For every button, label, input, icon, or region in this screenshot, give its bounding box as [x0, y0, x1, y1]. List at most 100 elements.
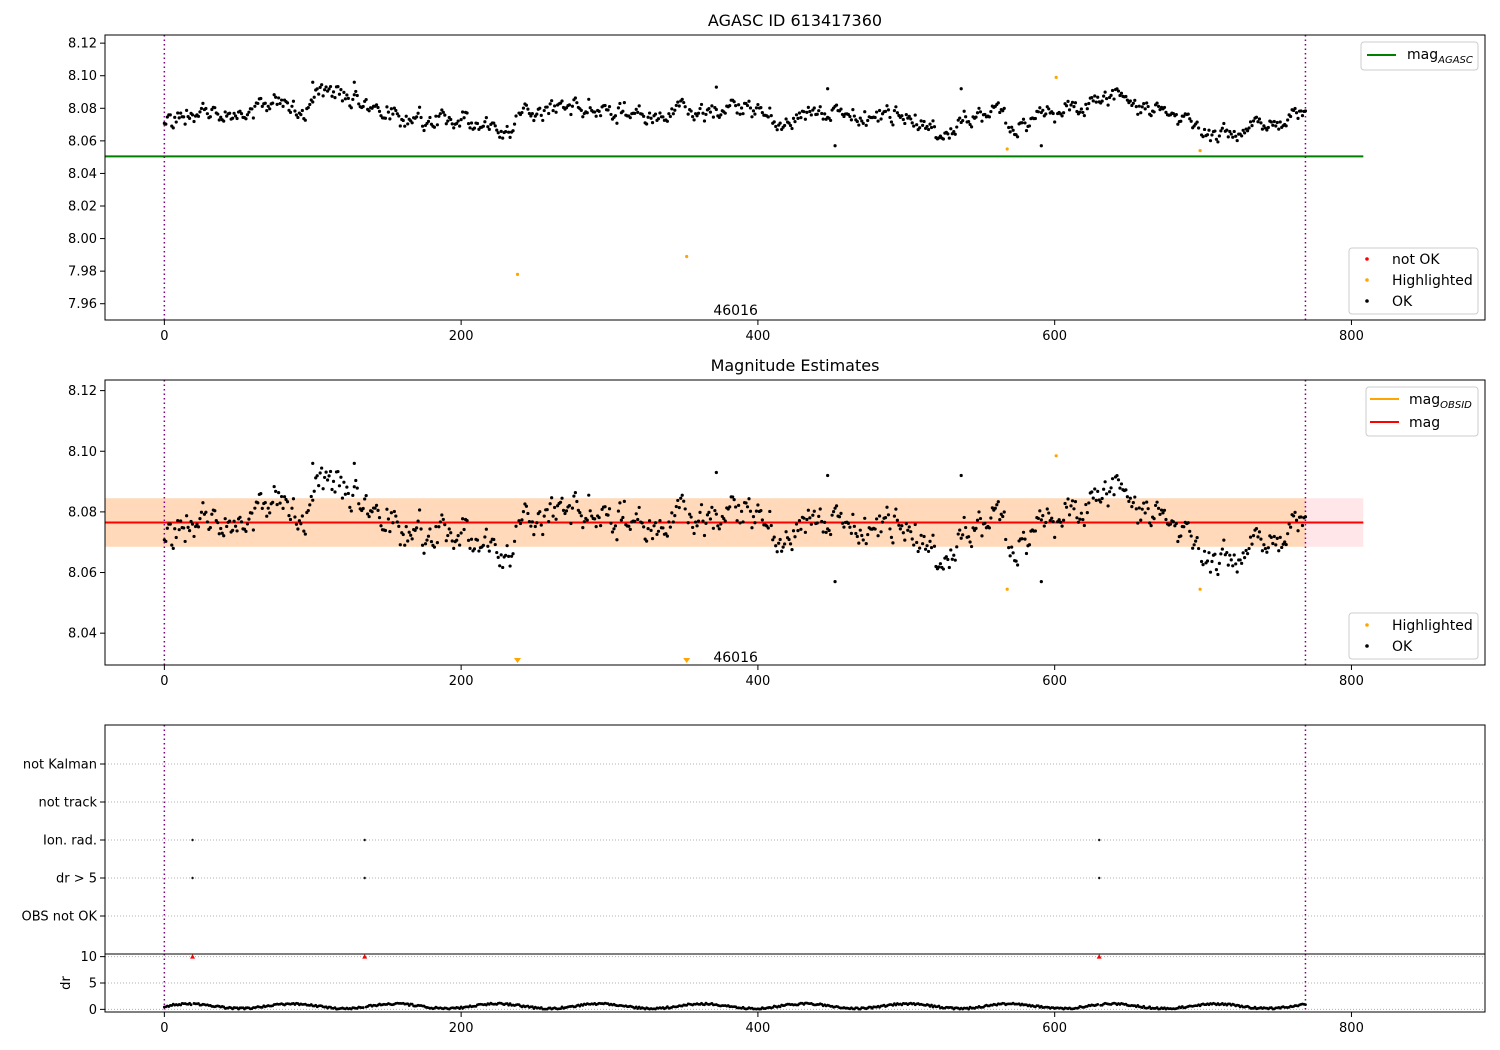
ok-point: [300, 108, 304, 113]
ok-point: [1229, 132, 1233, 136]
ok-point: [1010, 545, 1014, 549]
ok-point: [1162, 105, 1167, 110]
ok-point: [941, 137, 945, 141]
ok-point: [518, 521, 523, 526]
ok-point: [330, 94, 334, 98]
ok-point: [1213, 129, 1217, 133]
ok-point: [477, 549, 481, 553]
ok-point: [628, 116, 632, 120]
ok-point: [450, 539, 454, 543]
ok-point: [873, 527, 877, 531]
ok-point: [1112, 97, 1116, 101]
ok-point: [642, 114, 646, 118]
flag-point: [191, 838, 194, 842]
ok-point: [1011, 128, 1015, 132]
ok-point: [1128, 99, 1132, 103]
ok-point: [781, 545, 785, 549]
ok-point: [1091, 496, 1095, 500]
ok-point: [438, 112, 442, 116]
ok-point: [183, 122, 187, 126]
ok-point: [435, 123, 439, 127]
ok-point: [415, 526, 419, 530]
ok-point: [1050, 516, 1054, 520]
ok-point: [499, 553, 503, 557]
ok-point: [253, 506, 257, 510]
ok-point: [1078, 110, 1082, 114]
ok-point: [349, 509, 353, 513]
ok-point: [1228, 129, 1232, 134]
ok-point: [839, 511, 843, 515]
ok-point: [1164, 110, 1168, 114]
ok-point: [508, 135, 512, 139]
ok-point: [265, 514, 269, 518]
ok-point: [797, 519, 802, 523]
ok-point: [864, 123, 868, 127]
ok-point: [938, 562, 943, 566]
ok-point: [299, 113, 303, 117]
ok-point: [900, 524, 904, 528]
ok-point: [668, 525, 672, 529]
ok-point: [268, 511, 272, 515]
y-tick-label: 8.10: [68, 69, 97, 84]
ok-point: [179, 519, 183, 523]
ok-point: [550, 496, 554, 500]
x-tick-label: 800: [1339, 674, 1364, 689]
ok-point: [376, 508, 380, 512]
ok-point: [926, 127, 931, 132]
ok-point: [539, 523, 543, 527]
ok-point: [186, 525, 190, 529]
ok-point: [1174, 112, 1178, 117]
ok-point: [891, 541, 895, 545]
ok-point: [367, 109, 371, 113]
ok-point: [707, 106, 711, 111]
ok-point: [1191, 546, 1195, 550]
ok-point: [1188, 117, 1192, 121]
ok-point: [228, 519, 232, 523]
ok-point: [517, 519, 521, 523]
dr-point: [967, 1007, 971, 1011]
legend-line-label-main: mag: [1407, 47, 1438, 63]
flag-point: [363, 838, 367, 842]
ok-point: [975, 518, 980, 522]
ok-point: [1085, 511, 1089, 515]
ok-point: [1289, 114, 1293, 119]
ok-point: [806, 508, 810, 512]
ok-point: [713, 508, 717, 513]
ok-point: [374, 103, 379, 107]
flag-point: [191, 876, 194, 880]
ok-point: [858, 528, 862, 532]
ok-point: [1057, 518, 1061, 522]
ok-point: [449, 531, 453, 535]
ok-point: [665, 534, 669, 538]
x-tick-label: 800: [1339, 329, 1364, 344]
ok-point: [1149, 114, 1153, 118]
clipped-marker: [683, 658, 691, 663]
ok-point: [607, 507, 612, 511]
ok-point: [907, 525, 911, 529]
ok-point: [855, 119, 859, 124]
ok-point: [1176, 122, 1180, 126]
ok-point: [710, 505, 714, 509]
ok-point: [223, 110, 227, 114]
ok-point: [815, 112, 819, 116]
ok-point: [1047, 511, 1051, 515]
ok-point: [735, 111, 739, 115]
ok-point: [1243, 131, 1247, 135]
ok-point: [343, 492, 347, 496]
ok-point: [895, 518, 899, 522]
ok-point: [461, 517, 465, 521]
ok-point: [1245, 552, 1250, 556]
ok-point: [857, 541, 861, 545]
ok-point: [647, 111, 652, 115]
ok-point: [509, 554, 514, 558]
ok-point: [187, 529, 192, 533]
ok-point: [932, 125, 937, 129]
ok-point: [253, 104, 257, 108]
flag-category-label: OBS not OK: [22, 910, 98, 925]
ok-point: [486, 544, 490, 548]
ok-point: [484, 115, 488, 120]
ok-point: [328, 84, 333, 89]
ok-point: [698, 510, 702, 514]
x-tick-label: 200: [449, 1021, 474, 1036]
ok-point: [821, 530, 825, 534]
